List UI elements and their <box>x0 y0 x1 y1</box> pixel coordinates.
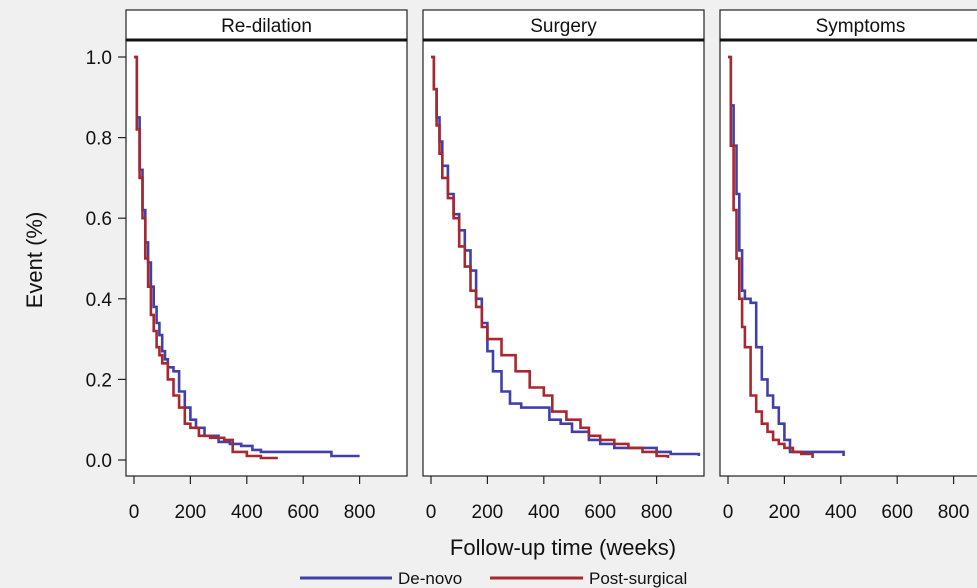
x-tick-label: 600 <box>584 502 616 523</box>
x-tick-label: 200 <box>472 502 504 523</box>
panel-symptoms: Symptoms 0 200 400 600 800 <box>719 9 977 523</box>
x-tick-label: 600 <box>287 502 319 523</box>
legend: De-novo Post-surgical <box>300 569 687 588</box>
x-tick-label: 800 <box>344 502 376 523</box>
legend-label-post-surgical: Post-surgical <box>589 569 687 588</box>
y-tick-label: 0.4 <box>86 290 113 311</box>
km-curve-de-novo <box>431 55 701 456</box>
x-tick-label: 0 <box>723 502 734 523</box>
panel-header <box>422 9 705 41</box>
x-tick-label: 200 <box>769 502 801 523</box>
panel-title: Symptoms <box>816 16 906 37</box>
panel-re-dilation: Re-dilation 0 200 400 600 800 <box>125 9 408 523</box>
y-axis: 0.0 0.2 0.4 0.6 0.8 1.0 <box>86 48 126 472</box>
plot-area <box>125 39 408 477</box>
x-tick-label: 400 <box>825 502 857 523</box>
km-curve-de-novo <box>728 55 845 456</box>
x-tick-label: 0 <box>426 502 437 523</box>
plot-area <box>719 39 977 477</box>
legend-label-de-novo: De-novo <box>398 569 462 588</box>
x-tick-label: 400 <box>528 502 560 523</box>
km-curve-post-surgical <box>134 55 278 460</box>
panel-surgery: Surgery 0 200 400 600 800 <box>422 9 705 523</box>
panel-header <box>125 9 408 41</box>
y-axis-title: Event (%) <box>22 212 47 309</box>
y-tick-label: 0.2 <box>86 370 112 391</box>
x-tick-label: 0 <box>129 502 140 523</box>
x-tick-label: 200 <box>175 502 207 523</box>
panel-title: Re-dilation <box>221 16 312 37</box>
x-tick-label: 600 <box>881 502 913 523</box>
panel-title: Surgery <box>530 16 597 37</box>
km-curve-post-surgical <box>431 55 670 458</box>
panels-group: Re-dilation 0 200 400 600 800 Surgery 0 200 400 60… <box>125 9 977 523</box>
km-curve-de-novo <box>134 55 360 458</box>
x-axis-title: Follow-up time (weeks) <box>450 535 676 560</box>
y-tick-label: 0.0 <box>86 451 112 472</box>
x-tick-label: 800 <box>641 502 673 523</box>
panel-header <box>719 9 977 41</box>
y-tick-label: 1.0 <box>86 48 112 69</box>
x-tick-label: 800 <box>938 502 970 523</box>
y-tick-label: 0.8 <box>86 129 112 150</box>
x-tick-label: 400 <box>231 502 263 523</box>
y-tick-label: 0.6 <box>86 209 112 230</box>
km-curve-post-surgical <box>728 55 814 458</box>
